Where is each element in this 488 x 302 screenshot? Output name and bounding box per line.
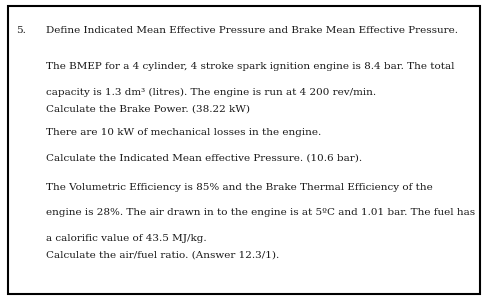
Text: a calorific value of 43.5 MJ/kg.: a calorific value of 43.5 MJ/kg.: [46, 234, 207, 243]
Text: 5.: 5.: [16, 26, 25, 35]
Text: There are 10 kW of mechanical losses in the engine.: There are 10 kW of mechanical losses in …: [46, 128, 322, 137]
Text: Calculate the Indicated Mean effective Pressure. (10.6 bar).: Calculate the Indicated Mean effective P…: [46, 154, 363, 163]
Text: capacity is 1.3 dm³ (litres). The engine is run at 4 200 rev/min.: capacity is 1.3 dm³ (litres). The engine…: [46, 88, 376, 97]
Text: engine is 28%. The air drawn in to the engine is at 5ºC and 1.01 bar. The fuel h: engine is 28%. The air drawn in to the e…: [46, 208, 475, 217]
Text: The Volumetric Efficiency is 85% and the Brake Thermal Efficiency of the: The Volumetric Efficiency is 85% and the…: [46, 183, 433, 192]
Text: Define Indicated Mean Effective Pressure and Brake Mean Effective Pressure.: Define Indicated Mean Effective Pressure…: [46, 26, 458, 35]
Text: Calculate the air/fuel ratio. (Answer 12.3/1).: Calculate the air/fuel ratio. (Answer 12…: [46, 251, 280, 260]
Text: The BMEP for a 4 cylinder, 4 stroke spark ignition engine is 8.4 bar. The total: The BMEP for a 4 cylinder, 4 stroke spar…: [46, 62, 455, 71]
Text: Calculate the Brake Power. (38.22 kW): Calculate the Brake Power. (38.22 kW): [46, 104, 250, 113]
